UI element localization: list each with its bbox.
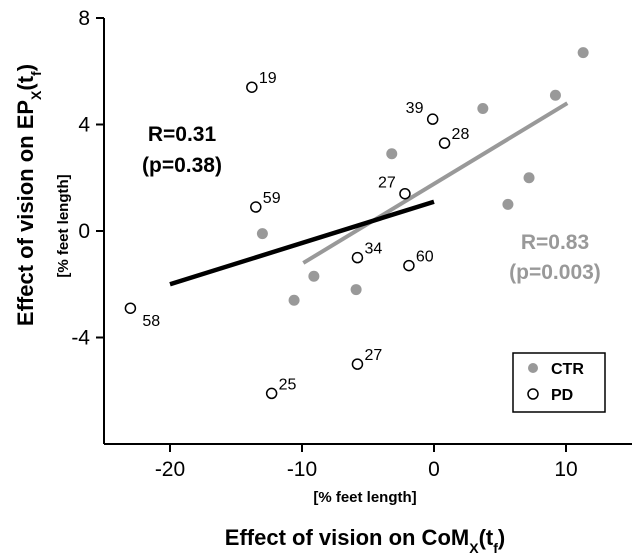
legend: CTR PD [512,352,606,413]
ctr-point [350,284,362,296]
pd-point [246,81,258,93]
y-axis-title: Effect of vision on EPX(tf) [13,64,44,326]
pd-point [403,259,415,272]
ctr-point [386,148,398,160]
point-id-label: 19 [259,70,277,87]
y-axis-unit: [% feet length] [55,174,72,277]
point-id-label: 60 [416,249,434,266]
pd-point [265,387,278,400]
pd-point [438,137,451,149]
pd-point [351,251,364,264]
x-tick-label: 10 [554,458,577,481]
point-id-label: 39 [406,100,424,117]
point-labels: 19 59 58 25 27 34 27 60 39 28 [142,70,469,393]
legend-ctr-label: CTR [551,361,584,378]
ctr-point [502,198,514,210]
point-id-label: 58 [142,313,160,330]
ctr-stat-r: R=0.83 [521,231,589,254]
data-points [124,47,589,400]
point-id-label: 27 [364,347,382,364]
ctr-regression-line [302,101,569,265]
point-id-label: 59 [263,190,281,207]
ctr-point [577,47,589,59]
x-axis-title: Effect of vision on CoMX(tf) [225,525,505,556]
ctr-point [308,270,320,282]
y-tick-label: 4 [78,114,90,137]
legend-box [512,352,606,413]
point-id-label: 25 [279,376,297,393]
legend-ctr-marker [528,363,538,373]
x-tick-label: 0 [428,458,440,481]
ticks: -20 -10 0 10 8 4 0 -4 [71,7,577,481]
pd-regression-line [169,199,435,287]
ctr-point [288,294,300,306]
ctr-point [549,89,561,101]
pd-point [351,358,364,370]
point-id-label: 28 [452,126,470,143]
pd-point [250,201,262,213]
pd-point [399,187,411,200]
y-tick-label: 0 [78,220,90,243]
legend-pd-label: PD [551,387,573,404]
ctr-point [523,172,535,184]
x-tick-label: -20 [155,458,185,481]
ctr-stat-p: (p=0.003) [509,261,601,284]
pd-stat-p: (p=0.38) [142,154,222,177]
pd-stat-r: R=0.31 [148,123,217,146]
point-id-label: 27 [378,175,396,192]
x-axis-unit: [% feet length] [313,489,416,506]
point-id-label: 34 [364,241,382,258]
pd-point [426,113,439,125]
pd-point [124,302,137,314]
fit-lines [169,101,569,287]
x-tick-label: -10 [287,458,317,481]
legend-pd-marker [527,388,539,400]
y-tick-label: 8 [78,7,90,30]
ctr-point [256,228,268,240]
y-tick-label: -4 [71,327,90,350]
ctr-point [477,103,489,115]
